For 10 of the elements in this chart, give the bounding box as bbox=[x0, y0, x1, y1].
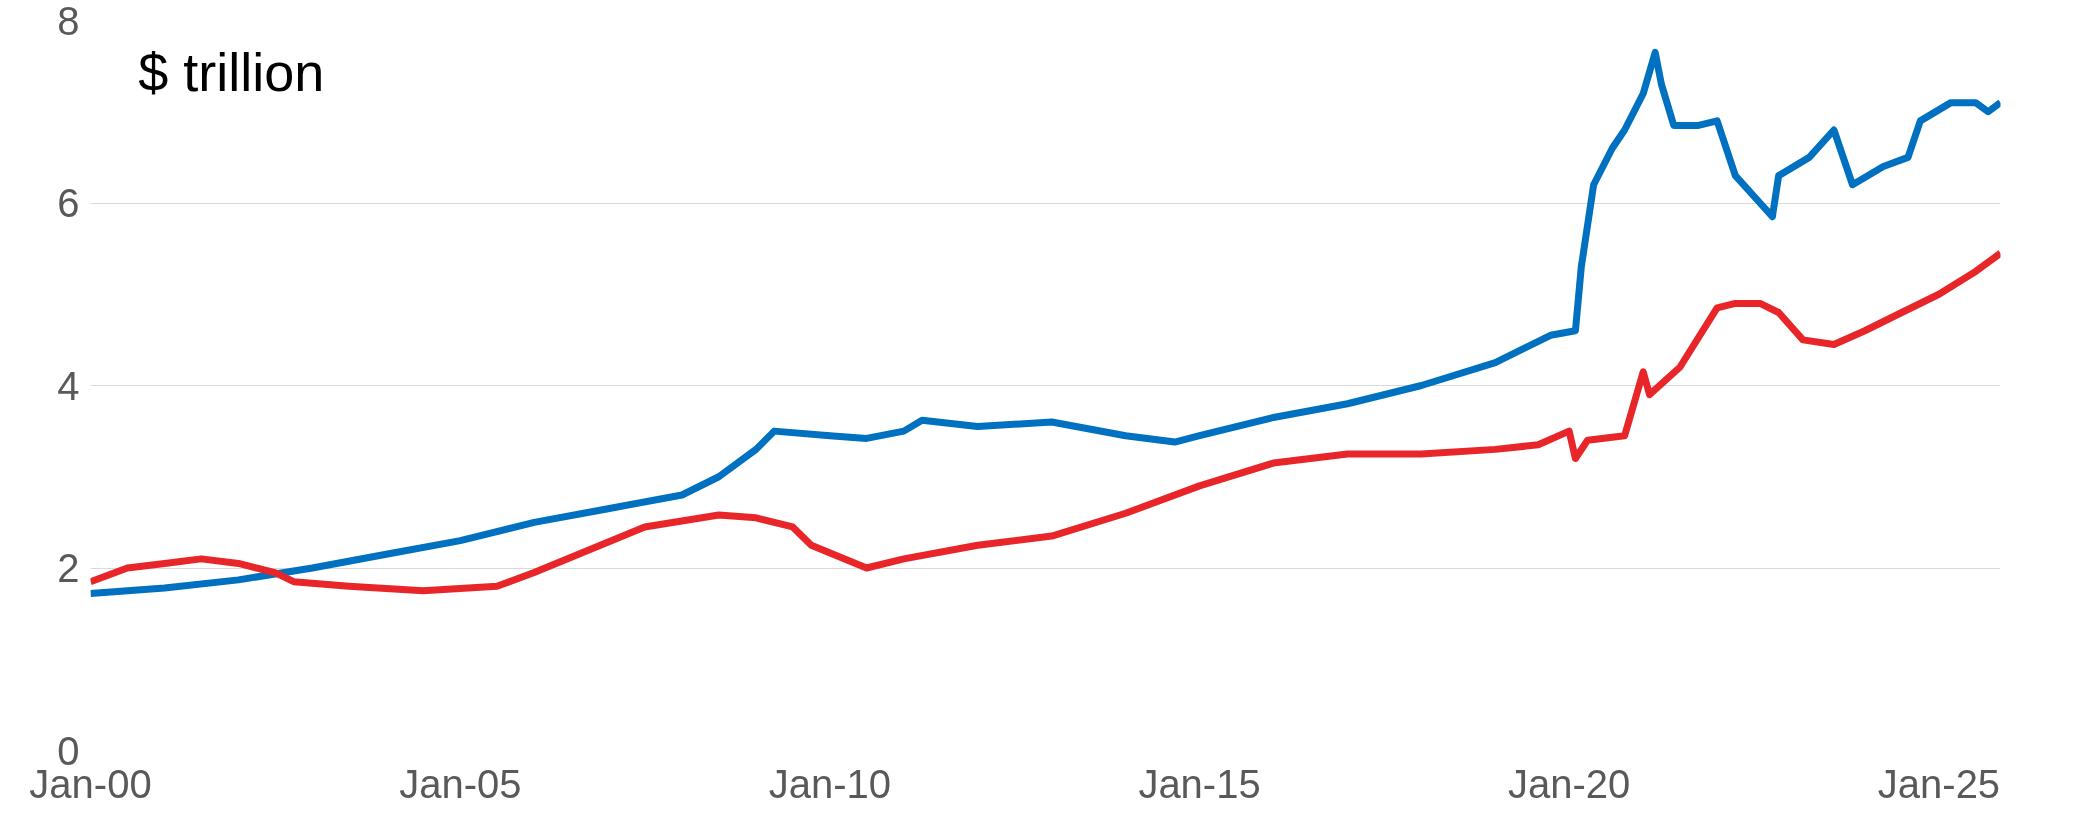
y-tick-label: 8 bbox=[57, 0, 80, 43]
x-tick-label: Jan-10 bbox=[768, 761, 892, 806]
x-tick-label: Jan-05 bbox=[399, 761, 522, 806]
x-tick-label: Jan-20 bbox=[1508, 761, 1631, 806]
y-tick-label: 4 bbox=[57, 363, 80, 408]
y-tick-label: 6 bbox=[57, 181, 80, 225]
annotation: $ trillion bbox=[138, 42, 325, 103]
x-tick-label: Jan-25 bbox=[1877, 761, 2001, 806]
x-tick-label: Jan-15 bbox=[1138, 761, 1261, 806]
y-tick-label: 2 bbox=[57, 546, 80, 590]
